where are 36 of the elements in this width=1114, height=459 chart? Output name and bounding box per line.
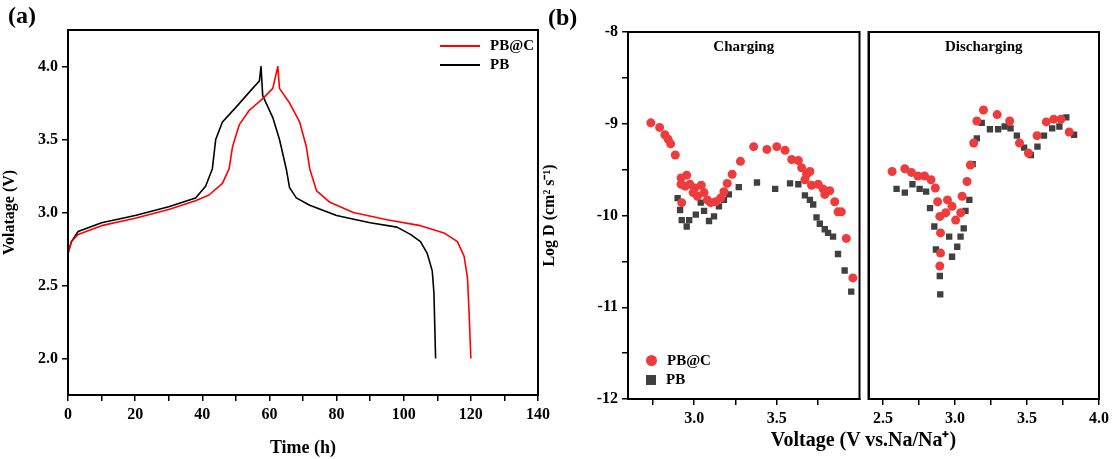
annotation: Charging bbox=[713, 38, 775, 55]
x-tick-label: 3.0 bbox=[944, 408, 965, 426]
x-tick-label: 0 bbox=[64, 404, 72, 422]
legend-label: PB bbox=[666, 371, 686, 388]
x-tick-label: 140 bbox=[526, 404, 550, 422]
x-tick-label: 60 bbox=[261, 404, 278, 422]
y-axis-title: Volatage (V) bbox=[0, 169, 18, 256]
x-tick-label: 40 bbox=[194, 404, 211, 422]
x-tick-label: 80 bbox=[328, 404, 345, 422]
annotation: Discharging bbox=[944, 38, 1023, 55]
x-tick-label: 3.0 bbox=[684, 408, 705, 426]
chart-title: (a) bbox=[8, 2, 36, 29]
x-tick-label: 2.5 bbox=[872, 408, 893, 426]
y-tick-label: -11 bbox=[597, 297, 618, 315]
legend-label: PB@C bbox=[490, 37, 534, 54]
y-tick-label: -9 bbox=[604, 113, 618, 131]
y-tick-label: -8 bbox=[604, 22, 618, 40]
x-tick-label: 100 bbox=[391, 404, 416, 422]
x-tick-label: 120 bbox=[458, 404, 483, 422]
y-tick-label: -10 bbox=[596, 205, 618, 223]
x-tick-label: 20 bbox=[127, 404, 144, 422]
y-tick-label: 3.5 bbox=[38, 129, 58, 147]
y-tick-label: 3.0 bbox=[38, 202, 58, 220]
x-tick-label: 4.0 bbox=[1089, 408, 1109, 426]
x-tick-label: 3.5 bbox=[766, 408, 787, 426]
legend-label: PB bbox=[490, 56, 510, 73]
y-tick-label: 2.5 bbox=[38, 275, 58, 293]
legend-label: PB@C bbox=[667, 352, 711, 369]
y-tick-label: -12 bbox=[596, 389, 618, 407]
y-tick-label: 2.0 bbox=[38, 348, 58, 366]
y-tick-label: 4.0 bbox=[38, 56, 58, 74]
x-tick-label: 3.5 bbox=[1016, 408, 1037, 426]
chart-title: (b) bbox=[548, 4, 578, 31]
y-axis-title: Log D (cm² s⁻¹) bbox=[539, 164, 558, 267]
x-axis-title: Voltage (V vs.Na/Na⁺) bbox=[769, 427, 958, 452]
x-axis-title: Time (h) bbox=[269, 436, 337, 458]
